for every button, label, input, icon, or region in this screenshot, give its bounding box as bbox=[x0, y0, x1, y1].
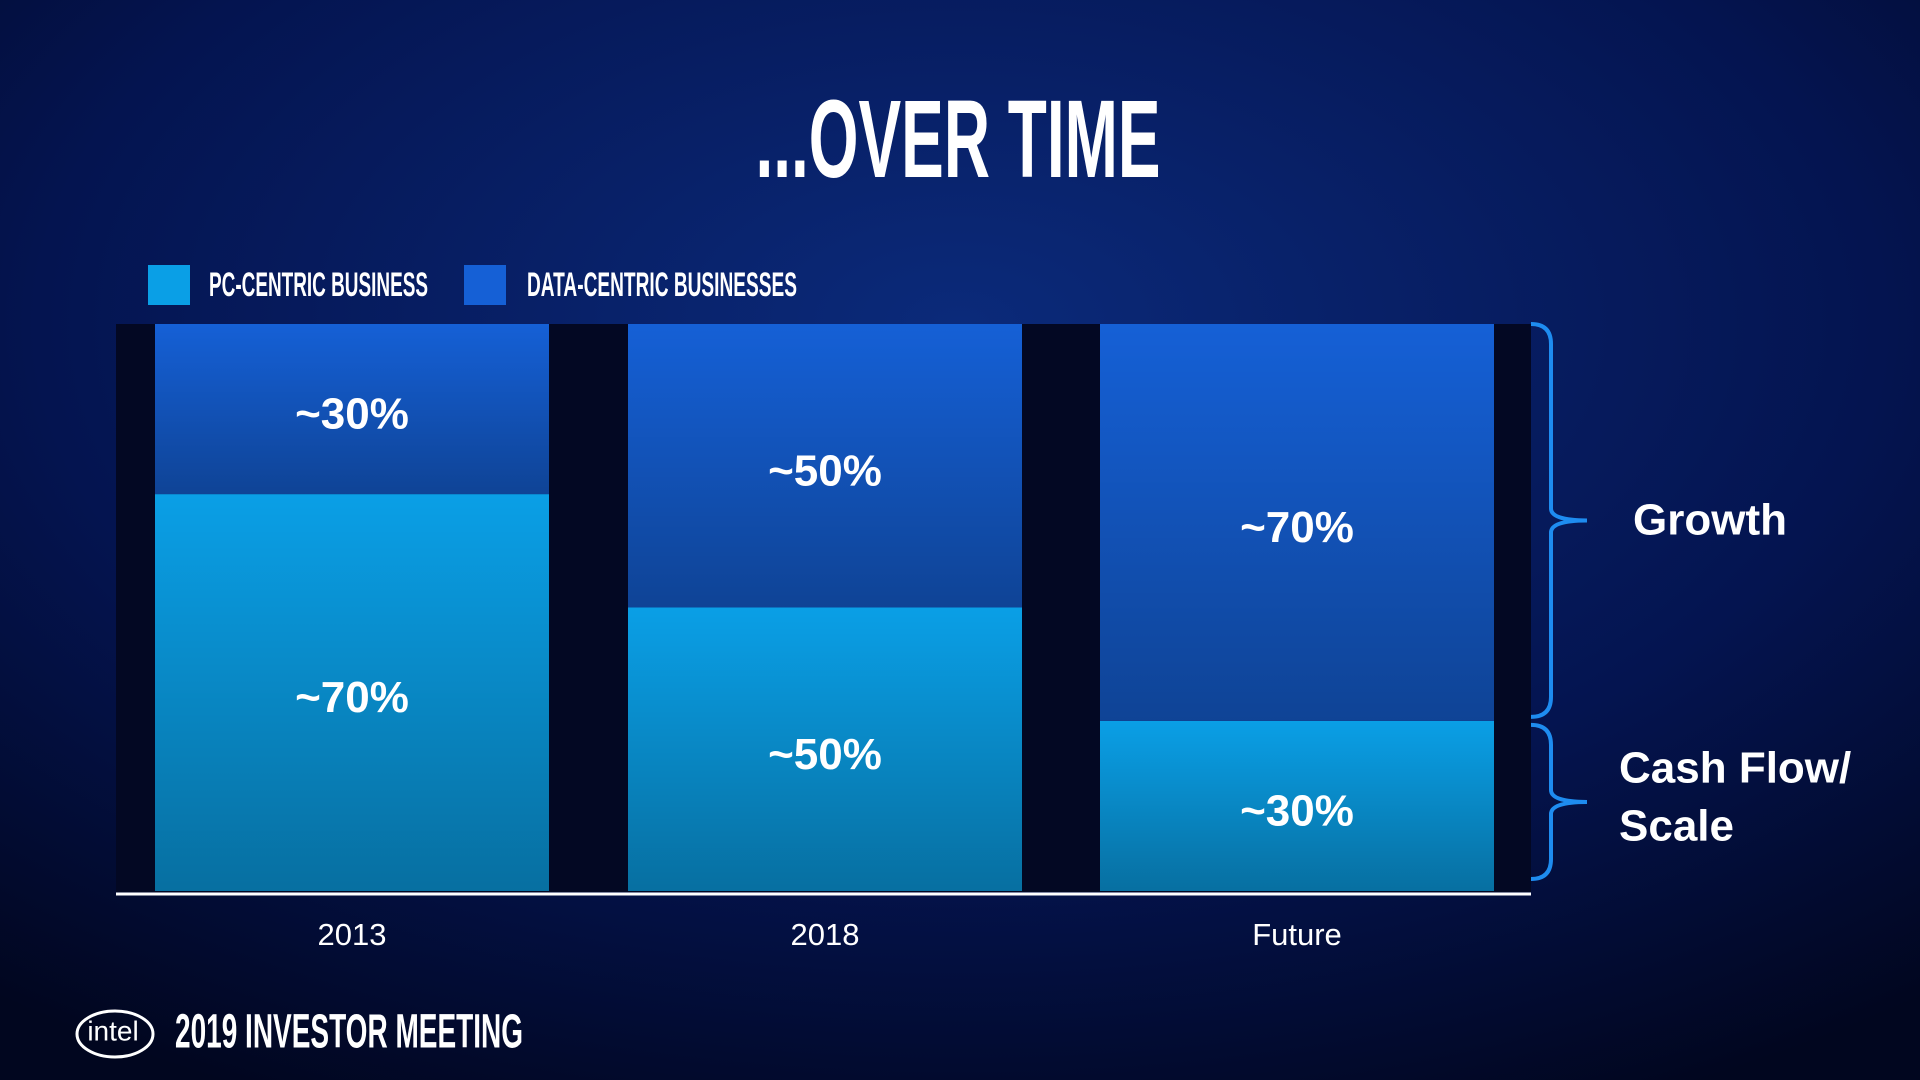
x-tick-label: Future bbox=[1252, 917, 1342, 952]
legend-label: DATA-CENTRIC BUSINESSES bbox=[527, 266, 797, 304]
bracket bbox=[1530, 722, 1588, 881]
value-label: ~70% bbox=[295, 673, 409, 722]
value-label: ~70% bbox=[1240, 503, 1354, 552]
value-label: ~30% bbox=[1240, 787, 1354, 836]
bar-shade bbox=[628, 607, 1022, 891]
logo-ring bbox=[75, 1009, 155, 1059]
x-tick-label: 2013 bbox=[318, 917, 387, 952]
annotation: Cash Flow/ bbox=[1619, 744, 1851, 793]
legend-swatch bbox=[464, 265, 506, 305]
bracket bbox=[1530, 322, 1588, 719]
annotation: Growth bbox=[1633, 496, 1787, 545]
bar-shade bbox=[155, 324, 549, 495]
footer-logo: intel bbox=[87, 1015, 138, 1046]
footer-event: 2019 INVESTOR MEETING bbox=[175, 1006, 523, 1059]
bar-shade bbox=[1100, 324, 1494, 721]
legend-swatch bbox=[148, 265, 190, 305]
value-label: ~30% bbox=[295, 390, 409, 439]
chart-title: ...OVER TIME bbox=[756, 78, 1161, 201]
legend-label: PC-CENTRIC BUSINESS bbox=[209, 266, 428, 304]
annotation: Scale bbox=[1619, 802, 1734, 851]
bar-shade bbox=[155, 494, 549, 891]
value-label: ~50% bbox=[768, 446, 882, 495]
bar-shade bbox=[1100, 720, 1494, 891]
x-tick-label: 2018 bbox=[791, 917, 860, 952]
bar-shade bbox=[628, 324, 1022, 608]
value-label: ~50% bbox=[768, 730, 882, 779]
